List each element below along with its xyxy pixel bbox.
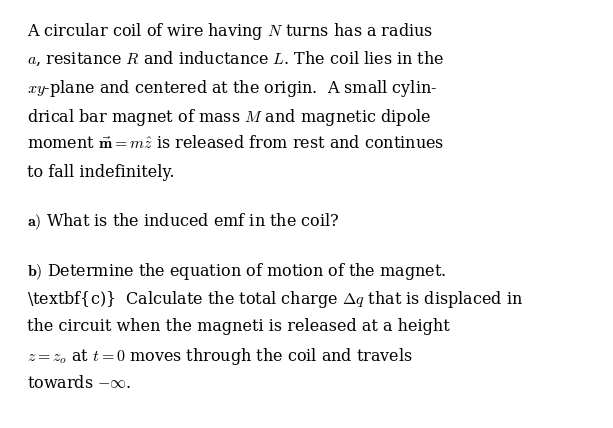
Text: drical bar magnet of mass $M$ and magnetic dipole: drical bar magnet of mass $M$ and magnet… — [27, 107, 431, 128]
Text: \textbf{c)}  Calculate the total charge $\Delta q$ that is displaced in: \textbf{c)} Calculate the total charge $… — [27, 289, 523, 310]
Text: $\mathbf{b)}$ Determine the equation of motion of the magnet.: $\mathbf{b)}$ Determine the equation of … — [27, 261, 446, 282]
Text: to fall indefinitely.: to fall indefinitely. — [27, 163, 174, 181]
Text: $\mathbf{a)}$ What is the induced emf in the coil?: $\mathbf{a)}$ What is the induced emf in… — [27, 212, 339, 232]
Text: towards $-\infty$.: towards $-\infty$. — [27, 375, 131, 392]
Text: $a$, resitance $R$ and inductance $L$. The coil lies in the: $a$, resitance $R$ and inductance $L$. T… — [27, 50, 444, 68]
Text: A circular coil of wire having $N$ turns has a radius: A circular coil of wire having $N$ turns… — [27, 21, 433, 42]
Text: $z = z_o$ at $t = 0$ moves through the coil and travels: $z = z_o$ at $t = 0$ moves through the c… — [27, 346, 413, 367]
Text: $xy$-plane and centered at the origin.  A small cylin-: $xy$-plane and centered at the origin. A… — [27, 78, 437, 99]
Text: moment $\vec{\mathbf{m}} = m\hat{z}$ is released from rest and continues: moment $\vec{\mathbf{m}} = m\hat{z}$ is … — [27, 135, 444, 152]
Text: the circuit when the magneti is released at a height: the circuit when the magneti is released… — [27, 318, 449, 335]
